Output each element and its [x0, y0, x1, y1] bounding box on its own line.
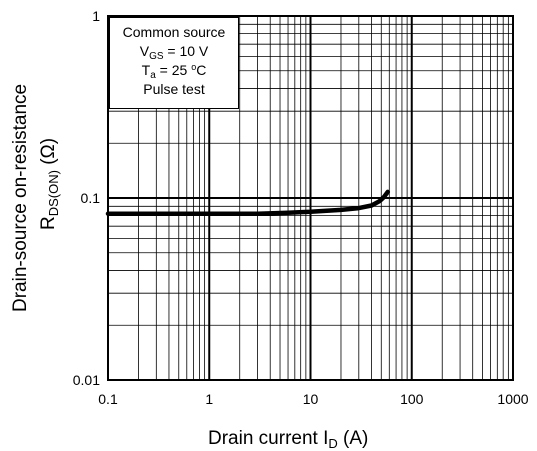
legend-line-common-source: Common source [122, 24, 226, 40]
rds-on-curve [105, 189, 391, 216]
x-tick-label: 1 [205, 391, 213, 407]
legend-line-vgs: VGS = 10 V [139, 43, 209, 62]
x-tick-label: 10 [303, 391, 319, 407]
y-tick-labels: 0.01 0.1 1 [73, 8, 100, 388]
x-tick-label: 0.1 [98, 391, 118, 407]
legend-box: Common source VGS = 10 V Ta = 25 oC Puls… [109, 17, 239, 109]
legend-line-ta: Ta = 25 oC [141, 62, 207, 81]
x-axis-title: Drain current ID (A) [208, 428, 369, 451]
x-tick-label: 1000 [497, 391, 528, 407]
y-tick-label: 1 [92, 8, 100, 24]
y-axis-title-line2: RDS(ON) (Ω) [38, 137, 61, 230]
x-tick-label: 100 [400, 391, 424, 407]
y-axis-title-line1: Drain-source on-resistance [10, 83, 31, 312]
plot-frame [107, 15, 514, 381]
x-tick-labels: 0.1 1 10 100 1000 [98, 391, 529, 407]
y-tick-label: 0.01 [73, 372, 100, 388]
series-layer [105, 189, 391, 216]
legend-line-pulse-test: Pulse test [143, 81, 205, 97]
y-tick-label: 0.1 [81, 190, 101, 206]
